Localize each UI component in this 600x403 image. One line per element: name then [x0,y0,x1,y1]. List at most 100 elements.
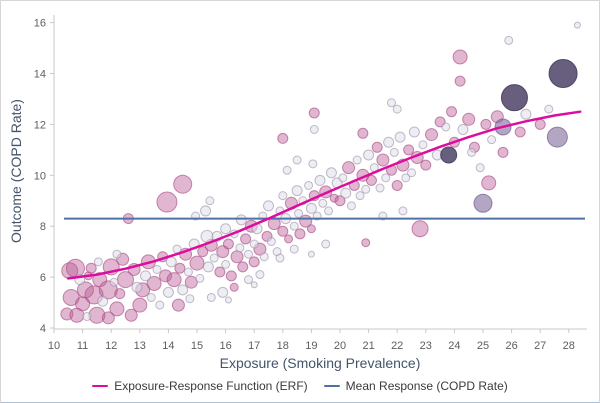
bubble-observations-pink[interactable] [173,174,193,194]
bubble-observations-pink[interactable] [403,144,415,156]
bubble-observations-gray[interactable] [407,168,416,178]
bubble-observations-pink[interactable] [156,191,178,213]
bubble-observations-gray[interactable] [220,223,232,235]
bubble-observations-pink[interactable] [411,220,429,238]
bubble-observations-gray[interactable] [389,147,399,157]
bubble-observations-gray[interactable] [255,270,265,280]
bubble-observations-gray[interactable] [375,183,385,193]
bubble-observations-pink[interactable] [229,282,239,292]
bubble-observations-gray[interactable] [235,214,247,226]
bubble-observations-pink[interactable] [225,270,237,282]
bubble-observations-gray[interactable] [361,184,371,194]
bubble-observations-gray[interactable] [304,180,314,190]
bubble-observations-pink[interactable] [222,238,234,250]
bubble-observations-pink[interactable] [65,258,85,278]
bubble-observations-gray[interactable] [162,286,174,298]
bubble-observations-pink[interactable] [452,49,468,65]
bubble-observations-gray[interactable] [408,126,420,138]
bubble-observations-pink[interactable] [101,311,115,325]
bubble-observations-pink[interactable] [277,132,289,144]
bubble-observations-gray[interactable] [441,122,451,132]
bubble-observations-pink[interactable] [240,233,252,245]
bubble-observations-pink[interactable] [371,141,383,153]
bubble-observations-gray[interactable] [202,261,214,273]
bubble-observations-gray[interactable] [573,21,581,29]
bubble-observations-pink[interactable] [334,195,346,207]
bubble-observations-gray[interactable] [131,281,143,293]
bubble-observations-gray[interactable] [305,202,317,214]
bubble-observations-pink[interactable] [329,193,339,203]
bubble-observations-gray[interactable] [152,264,162,274]
bubble-observations-gray[interactable] [324,206,334,216]
bubble-observations-gray[interactable] [183,267,193,277]
bubble-observations-pink[interactable] [420,159,432,171]
bubble-observations-gray[interactable] [318,198,328,208]
bubble-observations-gray[interactable] [275,253,285,263]
bubble-observations-gray[interactable] [386,98,396,108]
bubble-observations-gray[interactable] [355,191,365,201]
bubble-observations-pink[interactable] [284,234,294,244]
bubble-observations-gray[interactable] [292,155,302,165]
bubble-observations-pink[interactable] [425,128,439,142]
bubble-observations-gray[interactable] [398,206,408,216]
bubble-observations-gray[interactable] [282,165,292,175]
bubble-observations-pink[interactable] [132,297,148,313]
bubble-observations-pink[interactable] [391,179,403,191]
bubble-observations-pink[interactable] [166,272,182,288]
bubble-observations-gray[interactable] [278,191,288,201]
bubble-observations-pink[interactable] [171,298,185,312]
bubble-observations-medium-purple[interactable] [546,126,568,148]
bubble-observations-pink[interactable] [306,224,316,234]
bubble-observations-gray[interactable] [467,147,477,157]
bubble-observations-dark-purple[interactable] [440,146,458,164]
bubble-observations-gray[interactable] [314,174,326,186]
bubble-observations-pink[interactable] [124,308,138,322]
bubble-observations-gray[interactable] [346,201,356,211]
bubble-observations-pink[interactable] [342,161,356,175]
bubble-observations-pink[interactable] [481,175,497,191]
bubble-observations-pink[interactable] [109,301,125,317]
bubble-observations-gray[interactable] [307,250,315,258]
bubble-observations-gray[interactable] [338,173,348,183]
bubble-observations-gray[interactable] [457,123,469,135]
bubble-observations-gray[interactable] [82,312,92,322]
bubble-observations-pink[interactable] [197,246,209,258]
bubble-observations-gray[interactable] [504,35,514,45]
bubble-observations-pink[interactable] [514,126,526,138]
bubble-observations-gray[interactable] [243,249,253,259]
bubble-observations-pink[interactable] [365,174,377,186]
bubble-observations-gray[interactable] [206,292,216,302]
bubble-observations-pink[interactable] [248,256,260,268]
bubble-observations-pink[interactable] [446,106,458,118]
bubble-observations-gray[interactable] [185,294,195,304]
erf-curve-line[interactable] [67,110,582,280]
bubble-observations-gray[interactable] [165,256,177,268]
bubble-observations-gray[interactable] [475,163,485,173]
bubble-observations-gray[interactable] [352,155,362,165]
legend-item-mean[interactable]: Mean Response (COPD Rate) [323,379,508,393]
bubble-observations-gray[interactable] [321,239,331,249]
bubble-observations-gray[interactable] [112,249,122,259]
bubble-observations-gray[interactable] [109,277,119,287]
bubble-observations-gray[interactable] [487,135,497,145]
bubble-observations-gray[interactable] [177,284,189,296]
bubble-observations-pink[interactable] [357,127,369,139]
bubble-observations-gray[interactable] [97,295,109,307]
bubble-observations-pink[interactable] [174,262,186,274]
bubble-observations-gray[interactable] [259,252,269,262]
bubble-observations-gray[interactable] [155,300,165,310]
bubble-observations-gray[interactable] [221,259,231,269]
bubble-observations-pink[interactable] [214,266,226,278]
bubble-observations-pink[interactable] [454,75,466,87]
bubble-observations-pink[interactable] [294,228,306,240]
bubble-observations-gray[interactable] [263,200,274,212]
bubble-observations-dark-purple[interactable] [500,84,528,112]
bubble-observations-pink[interactable] [376,153,390,167]
bubble-observations-gray[interactable] [224,296,232,304]
bubble-observations-gray[interactable] [266,236,276,246]
bubble-observations-dark-purple[interactable] [548,59,578,88]
bubble-observations-gray[interactable] [392,104,402,114]
bubble-observations-gray[interactable] [93,257,103,267]
bubble-observations-pink[interactable] [462,112,476,126]
bubble-observations-pink[interactable] [534,118,546,130]
